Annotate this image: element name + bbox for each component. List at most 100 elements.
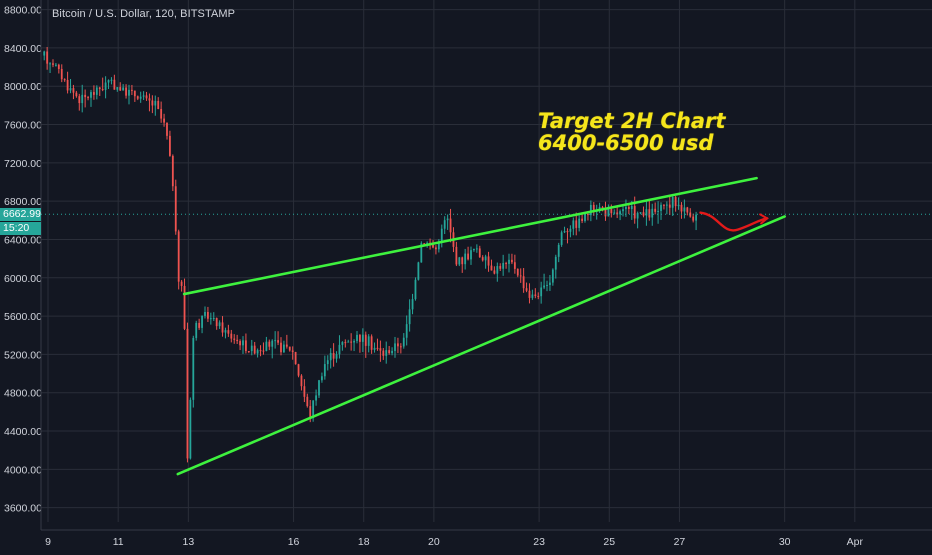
candle-body	[502, 263, 505, 269]
candle-body	[309, 406, 312, 418]
projection-curve	[699, 211, 769, 232]
candle-body	[78, 96, 81, 104]
candle-body	[160, 108, 163, 119]
trendline-upper	[182, 176, 758, 296]
candle-body	[265, 341, 268, 351]
candle-body	[338, 344, 341, 355]
candle-body	[116, 87, 119, 90]
candle-body	[315, 395, 317, 401]
x-tick-label: 20	[428, 536, 440, 548]
candle-body	[391, 350, 393, 354]
candle-body	[192, 337, 195, 400]
x-tick-label: 25	[603, 536, 615, 548]
last-price-label: 6662.99	[0, 208, 41, 221]
candle-body	[645, 209, 648, 216]
candle-body	[242, 340, 244, 346]
x-tick-label: 11	[113, 536, 124, 548]
candle-body	[323, 364, 326, 377]
candle-body	[543, 285, 545, 288]
candle-body	[388, 350, 391, 354]
candle-body	[227, 330, 230, 334]
candle-body	[540, 287, 543, 297]
candle-body	[107, 80, 110, 83]
candle-body	[481, 257, 484, 261]
candle-body	[312, 400, 315, 418]
candle-body	[566, 231, 569, 233]
candle-body	[361, 334, 364, 342]
x-tick-label: 9	[45, 536, 51, 548]
candle-body	[657, 210, 659, 212]
candle-body	[607, 209, 610, 217]
y-tick-label: 5200.00	[4, 349, 42, 361]
candle-body	[379, 348, 382, 351]
x-tick-label: 27	[674, 536, 686, 548]
candle-body	[625, 206, 627, 210]
candle-body	[274, 340, 277, 342]
candle-body	[458, 257, 461, 265]
candle-body	[186, 328, 189, 459]
candle-body	[148, 98, 151, 101]
candle-body	[364, 334, 367, 346]
candle-body	[55, 64, 57, 66]
candle-body	[473, 249, 475, 251]
candle-body	[572, 220, 575, 229]
candle-body	[171, 155, 174, 187]
candle-body	[283, 344, 285, 353]
candle-body	[163, 118, 165, 123]
candle-body	[353, 341, 355, 343]
candle-body	[546, 285, 548, 287]
candle-body	[516, 268, 519, 276]
candle-body	[394, 343, 396, 351]
candle-body	[569, 228, 572, 232]
x-tick-label: 16	[288, 536, 300, 548]
annotation-line-1: Target 2H Chart	[538, 109, 726, 133]
candle-body	[554, 256, 557, 270]
candle-body	[683, 207, 686, 212]
candle-body	[52, 63, 54, 65]
y-tick-label: 4400.00	[4, 426, 42, 438]
candle-body	[321, 376, 323, 381]
candle-body	[142, 95, 145, 97]
y-tick-label: 8400.00	[4, 43, 42, 55]
candle-body	[145, 95, 148, 99]
candle-body	[209, 318, 212, 320]
candle-body	[139, 96, 142, 99]
candle-body	[256, 350, 259, 354]
candle-body	[671, 196, 674, 208]
candle-body	[128, 89, 130, 96]
candle-body	[525, 288, 528, 291]
candle-body	[75, 92, 78, 97]
candle-body	[435, 247, 437, 250]
candle-body	[180, 281, 183, 286]
candle-body	[285, 344, 288, 347]
y-tick-label: 4800.00	[4, 388, 42, 400]
candle-body	[519, 275, 522, 277]
candle-body	[651, 208, 654, 218]
candle-body	[695, 214, 698, 221]
candle-body	[598, 207, 601, 210]
candle-body	[660, 204, 662, 211]
candle-body	[245, 340, 247, 352]
candle-body	[613, 212, 616, 214]
candle-body	[356, 334, 358, 342]
candle-body	[72, 88, 75, 93]
candle-body	[329, 352, 332, 361]
candle-body	[125, 87, 127, 96]
candle-body	[233, 338, 236, 340]
candle-body	[239, 341, 241, 346]
candle-body	[262, 350, 265, 352]
candle-body	[341, 342, 344, 345]
candle-body	[131, 89, 133, 91]
candle-body	[370, 336, 373, 350]
candle-body	[300, 375, 303, 387]
candle-body	[335, 354, 338, 359]
candle-body	[81, 94, 84, 104]
candle-body	[294, 351, 297, 365]
candle-body	[110, 79, 113, 81]
candle-body	[133, 90, 136, 97]
candle-body	[189, 399, 192, 459]
candle-body	[57, 64, 60, 69]
candle-body	[589, 204, 592, 216]
